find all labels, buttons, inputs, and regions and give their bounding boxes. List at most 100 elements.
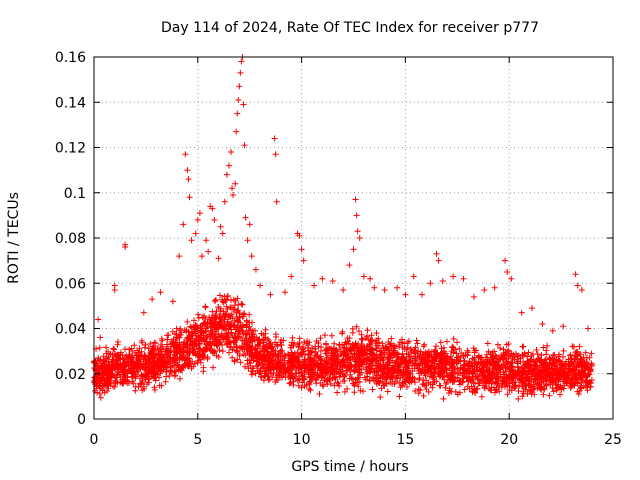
data-point [583,364,590,371]
data-point [501,355,508,362]
data-point [524,363,531,370]
data-point [433,343,440,350]
data-point-peak [219,230,226,237]
y-axis-label: ROTI / TECUs [6,192,22,284]
data-point [389,373,396,380]
data-point [550,388,557,395]
data-point [106,374,113,381]
data-point [219,298,226,305]
data-point [540,374,547,381]
data-point-peak [186,194,193,201]
data-point [103,380,110,387]
data-point [166,373,173,380]
data-point [500,371,507,378]
data-point [375,335,382,342]
data-point [446,385,453,392]
data-point [381,382,388,389]
data-point [372,340,379,347]
data-point [98,377,105,384]
data-point [210,338,217,345]
data-point [261,357,268,364]
data-point [322,347,329,354]
data-point [442,358,449,365]
data-point [330,345,337,352]
data-point [117,363,124,370]
data-point [427,363,434,370]
data-point [361,344,368,351]
data-point [533,346,540,353]
data-point [454,339,461,346]
data-point [110,345,117,352]
data-point [281,361,288,368]
data-point [207,347,214,354]
data-point [103,367,110,374]
data-point [305,371,312,378]
data-point [443,367,450,374]
data-point [500,346,507,353]
data-point [400,369,407,376]
data-point [176,327,183,334]
data-point [585,379,592,386]
data-point [349,329,356,336]
data-point [525,349,532,356]
data-point [496,388,503,395]
data-point [260,337,267,344]
data-point [151,346,158,353]
data-point [511,382,518,389]
data-point [355,374,362,381]
y-tick-label: 0.12 [55,141,86,157]
data-point [207,317,214,324]
data-point [477,377,484,384]
data-point [226,343,233,350]
data-point [519,393,526,400]
data-point [569,343,576,350]
data-point [566,372,573,379]
data-point [254,348,261,355]
data-point [489,352,496,359]
data-point [414,340,421,347]
data-point [405,338,412,345]
data-point [197,323,204,330]
data-point [449,343,456,350]
data-point [396,379,403,386]
data-point-peak [381,287,388,294]
data-point [307,387,314,394]
data-point-peak [470,293,477,300]
data-point [252,370,259,377]
data-point [359,388,366,395]
data-point [262,326,269,333]
data-point [119,356,126,363]
data-point [342,339,349,346]
x-tick-label: 20 [500,432,518,448]
data-point [277,348,284,355]
data-point [506,368,513,375]
data-point [399,350,406,357]
data-point [224,306,231,313]
data-point [363,370,370,377]
data-point [456,345,463,352]
data-point [262,344,269,351]
data-point [301,367,308,374]
data-point-peak [288,273,295,280]
data-point [201,312,208,319]
data-point [318,357,325,364]
data-point [123,352,130,359]
data-point [543,347,550,354]
data-point [417,348,424,355]
data-point [308,376,315,383]
data-point [200,320,207,327]
data-point [318,356,325,363]
data-point-peak [235,96,242,103]
data-point [422,355,429,362]
data-point [317,335,324,342]
data-point [484,358,491,365]
data-point [195,315,202,322]
data-point [422,349,429,356]
data-point-peak [234,110,241,117]
data-point [202,316,209,323]
data-point [299,345,306,352]
data-point [178,348,185,355]
data-point [138,352,145,359]
data-point [320,383,327,390]
